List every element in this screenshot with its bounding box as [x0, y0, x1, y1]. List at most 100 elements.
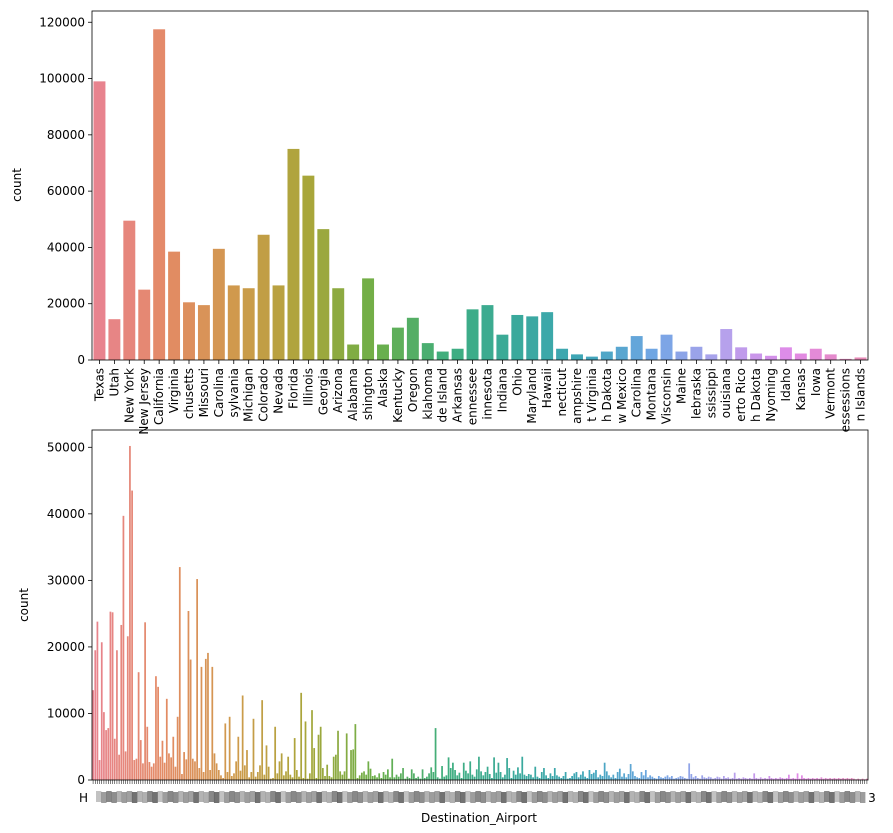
bar — [191, 758, 194, 780]
bar — [735, 778, 738, 780]
top-x-tick-label: Indiana — [495, 368, 509, 412]
bar — [716, 776, 719, 780]
bottom-x-tick-label-overlap — [142, 792, 148, 803]
top-x-tick-label: Hawaii — [540, 368, 554, 408]
bar — [382, 772, 385, 780]
top-x-tick-label: Virginia — [167, 368, 181, 413]
bar — [332, 288, 345, 360]
bar — [536, 776, 539, 780]
bar — [267, 766, 270, 780]
bar — [376, 777, 378, 780]
bar — [679, 776, 682, 780]
bottom-x-tick-label-overlap — [413, 791, 420, 802]
bar — [452, 762, 454, 780]
top-x-tick-label: w Mexico — [615, 368, 629, 424]
bottom-x-tick-label-overlap — [285, 792, 292, 803]
bar — [142, 763, 144, 780]
bottom-x-tick-label-overlap — [290, 791, 297, 802]
top-y-tick-label: 20000 — [47, 297, 85, 311]
bottom-x-tick-label-overlap — [716, 792, 722, 803]
bottom-x-tick-label-overlap — [598, 791, 604, 802]
bar — [618, 768, 621, 780]
bar — [447, 757, 450, 780]
bar — [614, 778, 617, 780]
bar — [313, 748, 316, 780]
bar — [391, 327, 404, 360]
bar — [408, 778, 411, 780]
bar — [176, 716, 179, 780]
bottom-x-tick-label-overlap — [388, 792, 394, 803]
bar — [272, 285, 285, 360]
bottom-x-tick-label-overlap — [762, 791, 768, 802]
bottom-x-tick-label-overlap — [198, 791, 204, 802]
bar — [183, 752, 185, 780]
bottom-x-tick-label-overlap — [844, 791, 851, 802]
top-x-tick-label: Maryland — [525, 368, 539, 424]
bar — [103, 712, 105, 780]
top-x-tick-label: erto Rico — [734, 368, 748, 422]
bar — [363, 771, 365, 780]
bar — [242, 288, 255, 360]
bar — [651, 776, 654, 780]
bar — [395, 774, 398, 780]
bottom-x-tick-label-overlap — [736, 792, 743, 803]
top-y-tick-label: 120000 — [39, 15, 85, 29]
bar — [582, 771, 584, 780]
top-x-tick-label: Iowa — [809, 368, 823, 396]
bar — [421, 769, 424, 780]
bar — [200, 666, 203, 780]
bar — [527, 774, 530, 780]
bottom-x-tick-label-overlap — [208, 791, 215, 802]
bar — [354, 724, 357, 780]
bottom-x-tick-label-overlap — [152, 792, 158, 803]
bottom-x-tick-label-overlap — [670, 791, 676, 802]
bar — [644, 770, 647, 780]
bar — [545, 775, 547, 780]
bar — [480, 771, 482, 780]
bar — [465, 770, 467, 780]
bar — [848, 778, 851, 780]
bottom-x-tick-label-overlap — [172, 792, 179, 803]
top-x-tick-label: de Island — [436, 368, 450, 423]
bar — [556, 775, 558, 780]
bar — [586, 778, 589, 780]
bar — [456, 775, 459, 780]
bar — [339, 771, 342, 780]
top-x-tick-label: California — [152, 368, 166, 425]
bar — [718, 777, 721, 780]
bar — [495, 772, 498, 780]
bottom-x-tick-label-overlap — [603, 792, 610, 803]
bar — [655, 778, 658, 780]
bar — [293, 738, 296, 780]
bar — [178, 567, 181, 780]
bar — [212, 248, 225, 360]
bottom-x-tick-label-overlap — [147, 791, 153, 802]
top-x-tick-label: ssissippi — [704, 368, 718, 418]
bar — [246, 750, 248, 780]
bar — [714, 778, 717, 780]
bar — [298, 776, 300, 780]
bottom-x-tick-label-overlap — [183, 792, 189, 803]
bottom-axes-frame — [91, 429, 869, 781]
bottom-x-tick-label-overlap — [101, 792, 107, 803]
bottom-x-tick-label-overlap — [695, 792, 702, 803]
bar — [534, 766, 537, 780]
bar — [441, 766, 443, 780]
bar — [466, 309, 479, 360]
top-x-tick-label: Nyoming — [764, 368, 778, 422]
bar — [501, 777, 504, 780]
bar — [627, 774, 630, 780]
bottom-x-tick-label-overlap — [275, 792, 281, 803]
bar — [642, 775, 645, 780]
top-x-tick-label: h Dakota — [749, 368, 763, 422]
bar — [467, 773, 469, 780]
bar — [553, 768, 556, 780]
bar — [311, 710, 313, 780]
bottom-x-tick-label-clutter — [96, 791, 866, 803]
bar — [287, 756, 290, 780]
bar — [597, 777, 600, 780]
bar — [549, 773, 552, 780]
bottom-x-tick-label-overlap — [188, 791, 194, 802]
bar — [673, 778, 675, 780]
